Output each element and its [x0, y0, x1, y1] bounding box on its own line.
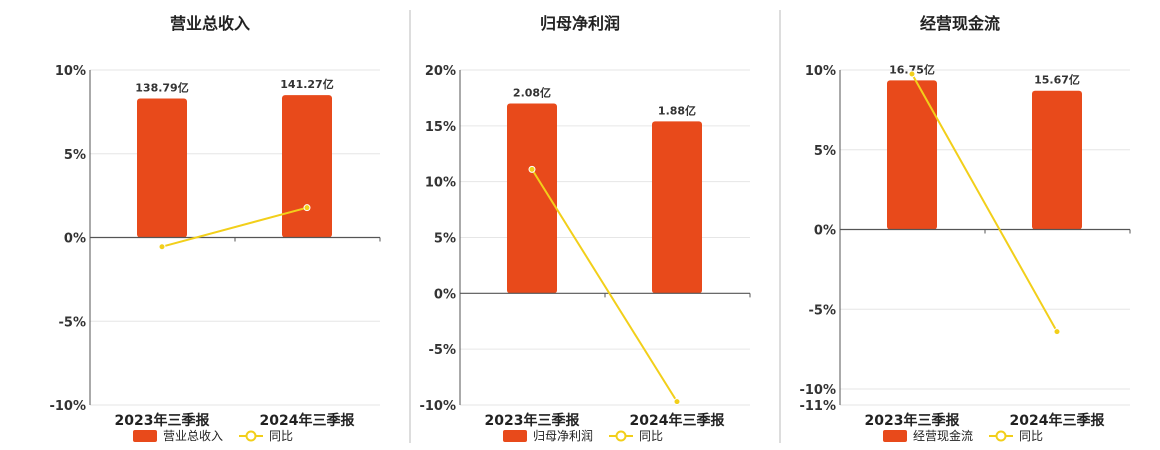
bar-data-label: 16.75亿: [889, 62, 935, 76]
y-tick-label: 5%: [64, 148, 86, 163]
y-tick-label: 5%: [434, 232, 456, 247]
line-point: [158, 243, 166, 251]
y-tick-label: 10%: [425, 176, 456, 191]
line-point: [303, 204, 311, 212]
line-point: [673, 398, 681, 406]
x-tick-label: 2023年三季报: [865, 412, 960, 429]
line-point: [1053, 328, 1061, 336]
y-tick-label: 15%: [425, 120, 456, 135]
bar: [887, 80, 937, 230]
y-tick-label: 0%: [814, 224, 836, 239]
line-point: [528, 165, 536, 173]
bar: [1032, 90, 1082, 230]
y-tick-label: 0%: [434, 287, 456, 302]
bar-data-label: 15.67亿: [1034, 73, 1080, 87]
bar: [652, 121, 702, 294]
chart-panel-3: 经营现金流 -11%-10% -5% 0% 5% 10% 16.75亿 15.67亿 2023年…: [799, 14, 1131, 443]
legend-line-marker: [245, 430, 257, 442]
y-tick-label: -10%: [419, 399, 456, 414]
y-tick-label: 10%: [55, 64, 86, 79]
chart-title: 营业总收入: [170, 14, 250, 33]
legend-bar-label: 营业总收入: [163, 429, 223, 443]
x-tick-label: 2024年三季报: [630, 412, 725, 429]
legend-line-label: 同比: [269, 429, 293, 443]
x-tick-label: 2024年三季报: [1010, 412, 1105, 429]
y-tick-label: -5%: [59, 315, 86, 330]
chart-panel-1: 营业总收入 -10% -5% 0% 5% 10% 138.79亿 141.27亿 2023年三季…: [49, 14, 381, 443]
y-tick-label: -5%: [809, 303, 836, 318]
legend-line-label: 同比: [639, 429, 663, 443]
x-tick-label: 2023年三季报: [485, 412, 580, 429]
legend-bar-label: 归母净利润: [533, 429, 593, 443]
y-tick-label: -10%: [799, 383, 836, 398]
x-tick-label: 2024年三季报: [260, 412, 355, 429]
x-tick-label: 2023年三季报: [115, 412, 210, 429]
chart-panel-2: 归母净利润 -10% -5% 0% 5% 10% 15% 20% 2.08亿 1.88亿 2023年…: [419, 14, 751, 443]
y-tick-label: 20%: [425, 64, 456, 79]
y-tick-label: 0%: [64, 232, 86, 247]
legend-bar-label: 经营现金流: [913, 428, 973, 443]
series-line-yoy: [911, 73, 1058, 333]
legend-bar-swatch: [503, 430, 527, 442]
y-tick-label: 10%: [805, 64, 836, 79]
legend-line-label: 同比: [1019, 429, 1043, 443]
y-tick-label: -11%: [799, 399, 836, 414]
bar-data-label: 1.88亿: [658, 103, 696, 117]
bar-data-label: 141.27亿: [280, 77, 333, 91]
bar-data-label: 2.08亿: [513, 86, 551, 100]
chart-title: 经营现金流: [920, 14, 1000, 33]
y-tick-label: -10%: [49, 399, 86, 414]
legend-line-marker: [995, 430, 1007, 442]
bar: [507, 103, 557, 294]
series-line-yoy: [531, 168, 678, 403]
legend-line-marker: [615, 430, 627, 442]
bar: [282, 95, 332, 238]
series-line-yoy: [161, 206, 308, 248]
bar: [137, 98, 187, 238]
line-point: [908, 70, 916, 78]
chart-title: 归母净利润: [540, 14, 620, 33]
legend-bar-swatch: [133, 430, 157, 442]
y-tick-label: -5%: [429, 343, 456, 358]
y-tick-label: 5%: [814, 144, 836, 159]
legend-bar-swatch: [883, 430, 907, 442]
bar-data-label: 138.79亿: [135, 80, 188, 94]
